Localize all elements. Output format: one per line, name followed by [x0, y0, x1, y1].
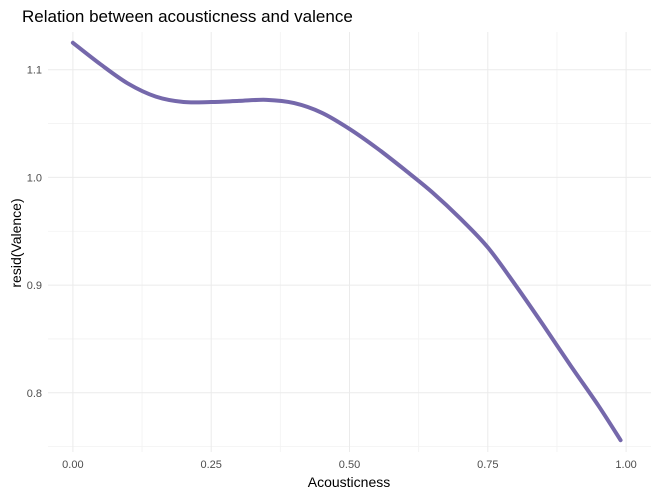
y-tick-label: 0.8 [27, 388, 42, 400]
x-axis-ticks: 0.00 0.25 0.50 0.75 1.00 [62, 459, 637, 471]
y-axis-ticks: 0.8 0.9 1.0 1.1 [27, 65, 42, 400]
y-tick-label: 0.9 [27, 280, 42, 292]
x-tick-label: 0.50 [339, 459, 360, 471]
grid [48, 32, 651, 452]
chart-title: Relation between acousticness and valenc… [22, 7, 353, 26]
series-layer [70, 40, 623, 443]
smooth-fit-line [70, 40, 623, 443]
y-tick-label: 1.0 [27, 172, 42, 184]
x-tick-label: 0.25 [200, 459, 221, 471]
x-tick-label: 1.00 [615, 459, 636, 471]
x-axis-title: Acousticness [308, 474, 390, 490]
y-axis-title: resid(Valence) [8, 198, 24, 287]
y-tick-label: 1.1 [27, 65, 42, 77]
x-tick-label: 0.00 [62, 459, 83, 471]
x-tick-label: 0.75 [477, 459, 498, 471]
